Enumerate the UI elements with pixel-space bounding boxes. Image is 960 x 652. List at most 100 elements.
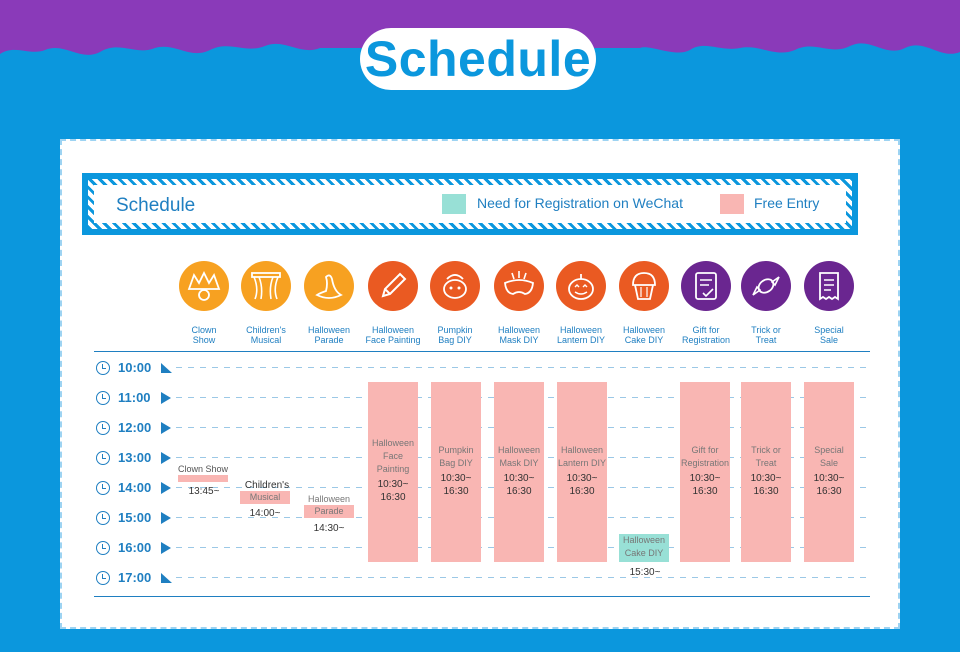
- activity-special-sale: Special Sale: [799, 261, 859, 345]
- mask-icon: [494, 261, 544, 311]
- activity-trick-or-treat: Trick or Treat: [736, 261, 796, 345]
- time-label: 14:00: [118, 480, 152, 495]
- activity-name: Halloween Mask DIY: [497, 325, 541, 345]
- time-label: 11:00: [118, 390, 151, 405]
- activity-halloween-parade: Halloween Parade: [299, 261, 359, 345]
- activity-name: Special Sale: [814, 325, 844, 345]
- trick-or-treat-bar: Trick or Treat 10:30~ 16:30: [741, 382, 791, 562]
- legend-box: Schedule Need for Registration on WeChat…: [82, 173, 858, 235]
- time-label: 10:00: [118, 360, 152, 375]
- candy-icon: [741, 261, 791, 311]
- pencil-icon: [368, 261, 418, 311]
- arrow-icon: [161, 392, 171, 404]
- activity-name: Clown Show: [191, 325, 217, 345]
- bar-time: 10:30~ 16:30: [689, 473, 721, 497]
- bar-label: Halloween Mask DIY: [497, 445, 541, 468]
- activity-name: Halloween Lantern DIY: [556, 325, 606, 345]
- theater-curtain-icon: [241, 261, 291, 311]
- arrow-icon: [161, 542, 171, 554]
- time-label: 15:00: [118, 510, 152, 525]
- activity-mask-diy: Halloween Mask DIY: [489, 261, 549, 345]
- bar-time: 10:30~ 16:30: [813, 473, 845, 497]
- clock-icon: [96, 541, 110, 555]
- witch-hat-icon: [304, 261, 354, 311]
- bar-time: 10:30~ 16:30: [503, 473, 535, 497]
- time-label: 12:00: [118, 420, 152, 435]
- arrow-icon: [161, 573, 172, 583]
- musical-bar: Musical: [240, 491, 290, 504]
- arrow-icon: [161, 512, 171, 524]
- clown-show-label: Clown Show: [177, 464, 229, 474]
- clock-icon: [96, 511, 110, 525]
- bar-label: Halloween Lantern DIY: [557, 445, 607, 468]
- arrow-icon: [161, 363, 172, 373]
- clock-icon: [96, 451, 110, 465]
- purple-drip-banner: [0, 0, 960, 55]
- activity-name: Pumpkin Bag DIY: [437, 325, 473, 345]
- time-row: 17:00: [96, 570, 870, 585]
- activity-lantern-diy: Halloween Lantern DIY: [551, 261, 611, 345]
- cake-diy-time: 15:30~: [629, 567, 661, 578]
- bar-time: 10:30~ 16:30: [750, 473, 782, 497]
- legend-title: Schedule: [116, 195, 196, 216]
- receipt-icon: [804, 261, 854, 311]
- footer-divider: [94, 596, 870, 597]
- dashed-gridline: [176, 577, 870, 578]
- parade-label-top: Halloween: [307, 494, 351, 504]
- activity-pumpkin-bag-diy: Pumpkin Bag DIY: [425, 261, 485, 345]
- pumpkin-lantern-icon: [556, 261, 606, 311]
- free-entry-swatch: [720, 194, 744, 214]
- clock-icon: [96, 481, 110, 495]
- parade-bar: Parade: [304, 505, 354, 518]
- clock-icon: [96, 361, 110, 375]
- bar-label: Pumpkin Bag DIY: [438, 445, 474, 468]
- arrow-icon: [161, 422, 171, 434]
- musical-time: 14:00~: [249, 508, 281, 519]
- free-entry-legend-label: Free Entry: [754, 195, 820, 211]
- face-painting-bar: Halloween Face Painting 10:30~ 16:30: [368, 382, 418, 562]
- registration-legend-label: Need for Registration on WeChat: [477, 195, 683, 211]
- bar-time: 10:30~ 16:30: [566, 473, 598, 497]
- time-label: 17:00: [118, 570, 152, 585]
- bar-label: Gift for Registration: [680, 445, 730, 468]
- clown-show-bar: [178, 475, 228, 482]
- activity-name: Halloween Parade: [307, 325, 351, 345]
- parade-time: 14:30~: [313, 523, 345, 534]
- clock-icon: [96, 421, 110, 435]
- cupcake-icon: [619, 261, 669, 311]
- activity-name: Gift for Registration: [681, 325, 731, 345]
- arrow-icon: [161, 482, 171, 494]
- activity-name: Halloween Cake DIY: [622, 325, 666, 345]
- clock-icon: [96, 571, 110, 585]
- time-label: 16:00: [118, 540, 152, 555]
- arrow-icon: [161, 452, 171, 464]
- time-row: 10:00: [96, 360, 870, 375]
- special-sale-bar: Special Sale 10:30~ 16:30: [804, 382, 854, 562]
- registration-swatch: [442, 194, 466, 214]
- pumpkin-bag-diy-bar: Pumpkin Bag DIY 10:30~ 16:30: [431, 382, 481, 562]
- activity-name: Halloween Face Painting: [365, 325, 421, 345]
- clown-show-time: 13:45~: [188, 486, 220, 497]
- mask-diy-bar: Halloween Mask DIY 10:30~ 16:30: [494, 382, 544, 562]
- time-label: 13:00: [118, 450, 152, 465]
- gift-form-icon: [681, 261, 731, 311]
- schedule-card: Schedule Need for Registration on WeChat…: [60, 139, 900, 629]
- clock-icon: [96, 391, 110, 405]
- pumpkin-bag-icon: [430, 261, 480, 311]
- musical-label-top: Children's: [244, 480, 290, 491]
- cake-diy-bar: Halloween Cake DIY: [619, 534, 669, 562]
- hero-title: Schedule: [360, 28, 596, 90]
- activity-face-painting: Halloween Face Painting: [363, 261, 423, 345]
- dashed-gridline: [176, 367, 870, 368]
- gift-for-registration-bar: Gift for Registration 10:30~ 16:30: [680, 382, 730, 562]
- bar-label: Halloween Face Painting: [371, 438, 415, 474]
- header-divider: [94, 351, 870, 352]
- activity-clown-show: Clown Show: [174, 261, 234, 345]
- activity-childrens-musical: Children's Musical: [236, 261, 296, 345]
- bar-label: Trick or Treat: [751, 445, 781, 468]
- activity-gift-for-registration: Gift for Registration: [676, 261, 736, 345]
- bar-time: 10:30~ 16:30: [440, 473, 472, 497]
- activity-name: Trick or Treat: [751, 325, 781, 345]
- jester-icon: [179, 261, 229, 311]
- bar-time: 10:30~ 16:30: [377, 479, 409, 503]
